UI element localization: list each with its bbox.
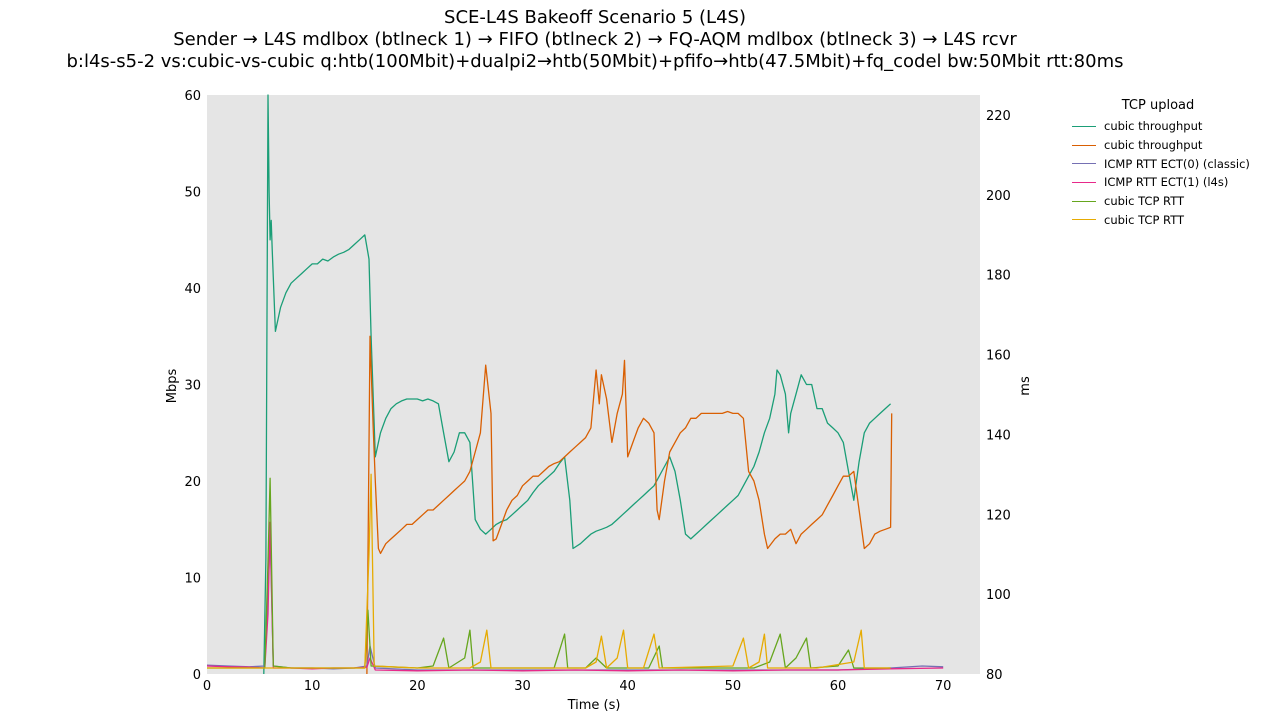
legend-item-4: ICMP RTT ECT(1) (l4s) (1062, 173, 1262, 192)
x-tick-label: 40 (619, 679, 636, 694)
legend-item-3: ICMP RTT ECT(0) (classic) (1062, 154, 1262, 173)
legend-items: cubic throughput cubic throughput ICMP RTT… (1062, 117, 1262, 229)
plot-area (207, 95, 980, 674)
x-tick-label: 70 (935, 679, 952, 694)
legend-label: cubic TCP RTT (1104, 194, 1185, 209)
x-tick-label: 30 (514, 679, 531, 694)
x-tick-label: 50 (725, 679, 742, 694)
y-left-tick-label: 20 (184, 475, 201, 490)
y-left-tick-label: 30 (184, 379, 201, 394)
y-axis-right-label: ms (1018, 376, 1033, 396)
y-right-tick-label: 120 (986, 508, 1011, 523)
y-left-tick-label: 10 (184, 572, 201, 587)
legend-swatch (1072, 200, 1096, 202)
legend-label: ICMP RTT ECT(1) (l4s) (1104, 175, 1229, 190)
y-left-tick-label: 50 (184, 186, 201, 201)
y-right-tick-label: 80 (986, 668, 1003, 683)
legend-item-5: cubic TCP RTT (1062, 192, 1262, 211)
legend-label: cubic TCP RTT (1104, 212, 1185, 227)
chart-subtitle-config: b:l4s-s5-2 vs:cubic-vs-cubic q:htb(100Mb… (66, 51, 1124, 72)
y-right-tick-label: 220 (986, 109, 1011, 124)
y-left-tick-label: 0 (193, 668, 201, 683)
chart-title: SCE-L4S Bakeoff Scenario 5 (L4S) (444, 7, 746, 28)
chart-subtitle: Sender → L4S mdlbox (btlneck 1) → FIFO (… (173, 29, 1017, 50)
legend-item-2: cubic throughput (1062, 136, 1262, 155)
y-axis-left-label: Mbps (165, 369, 180, 404)
x-tick-label: 60 (830, 679, 847, 694)
y-right-tick-label: 180 (986, 269, 1011, 284)
legend-label: cubic throughput (1104, 138, 1203, 153)
legend-swatch (1072, 181, 1096, 183)
y-right-tick-label: 140 (986, 428, 1011, 443)
y-right-tick-label: 200 (986, 189, 1011, 204)
legend-swatch (1072, 219, 1096, 221)
y-left-tick-label: 60 (184, 89, 201, 104)
y-left-tick-label: 40 (184, 282, 201, 297)
series-layer (206, 94, 944, 675)
series-line-1 (263, 94, 892, 675)
x-tick-label: 10 (304, 679, 321, 694)
series-line-2 (366, 335, 893, 675)
legend-title: TCP upload (1121, 98, 1195, 113)
series-line-6 (207, 473, 891, 669)
x-axis-label: Time (s) (567, 698, 621, 713)
x-tick-label: 0 (203, 679, 211, 694)
legend-label: cubic throughput (1104, 119, 1203, 134)
y-right-tick-label: 100 (986, 588, 1011, 603)
legend: TCP upload cubic throughput cubic through… (1062, 98, 1262, 229)
legend-item-1: cubic throughput (1062, 117, 1262, 136)
axes-layer: 0 10 20 30 40 50 60 70 0 10 20 30 40 50 60 80 100 120 140 1… (184, 89, 1010, 694)
legend-label: ICMP RTT ECT(0) (classic) (1104, 156, 1250, 171)
y-right-tick-label: 160 (986, 349, 1011, 364)
x-tick-label: 20 (409, 679, 426, 694)
legend-swatch (1072, 125, 1096, 127)
legend-swatch (1072, 144, 1096, 146)
legend-swatch (1072, 163, 1096, 165)
legend-item-6: cubic TCP RTT (1062, 210, 1262, 229)
